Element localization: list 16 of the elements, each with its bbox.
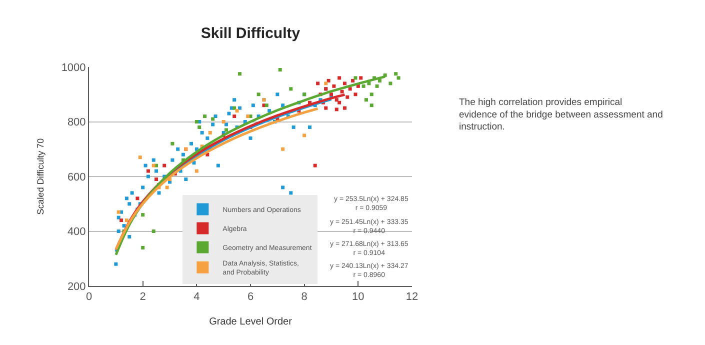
- x-tick-label: 2: [140, 291, 146, 304]
- x-tick-label: 4: [194, 291, 200, 304]
- y-tick-label: 800: [67, 116, 86, 129]
- y-tick-label: 400: [67, 226, 86, 238]
- text: The high correlation provides empirical evidence of the bridge between assessment and instruction.: [459, 97, 663, 133]
- y-tick-label: 200: [67, 280, 86, 293]
- x-tick-label: 12: [406, 291, 418, 304]
- y-axis-title: Scaled Difficulty 70: [36, 138, 46, 215]
- x-axis-title: Grade Level Order: [209, 316, 293, 328]
- chart-title: Skill Difficulty: [200, 25, 301, 42]
- x-tick-label: 0: [86, 291, 92, 304]
- y-tick-label: 1000: [61, 62, 86, 74]
- y-tick-label: 600: [67, 171, 86, 184]
- x-tick-label: 6: [247, 291, 254, 304]
- x-tick-label: 10: [352, 291, 364, 304]
- x-tick-label: 8: [301, 291, 308, 304]
